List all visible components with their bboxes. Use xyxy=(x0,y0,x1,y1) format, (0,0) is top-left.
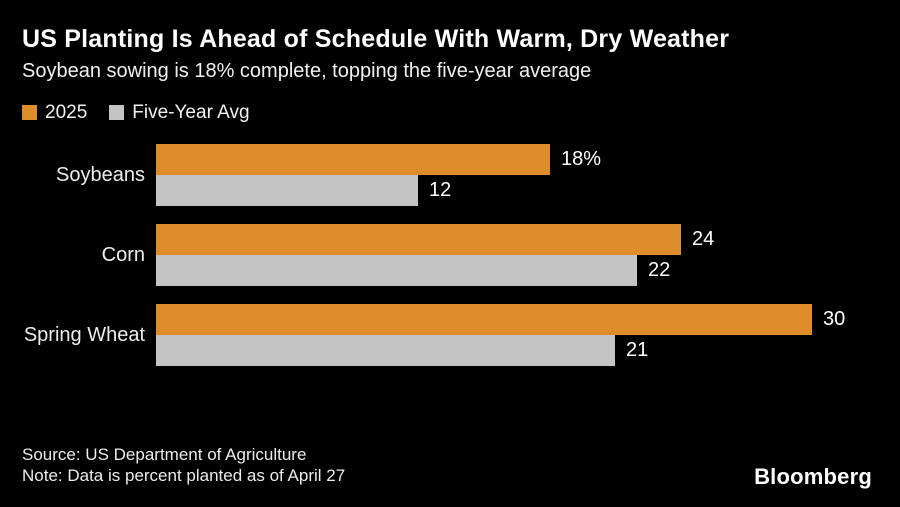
bar-five-year-avg xyxy=(156,335,615,366)
legend-swatch-icon xyxy=(22,105,37,120)
value-label: 21 xyxy=(626,339,649,361)
category-label: Corn xyxy=(101,243,145,266)
chart-legend: 2025 Five-Year Avg xyxy=(22,103,250,122)
chart-header: US Planting Is Ahead of Schedule With Wa… xyxy=(22,24,878,83)
bar-row: 24 xyxy=(156,224,900,255)
value-label: 12 xyxy=(429,179,452,201)
bar-rows: 24 22 xyxy=(156,224,900,286)
value-label: 30 xyxy=(823,308,846,330)
bar-group-corn: Corn 24 22 xyxy=(0,224,900,286)
chart-title: US Planting Is Ahead of Schedule With Wa… xyxy=(22,25,730,53)
bar-2025 xyxy=(156,224,681,255)
bloomberg-logo: Bloomberg xyxy=(754,464,872,489)
source-line: Source: US Department of Agriculture xyxy=(22,445,307,464)
bar-row: 18% xyxy=(156,144,900,175)
bar-five-year-avg xyxy=(156,255,637,286)
legend-item-1: Five-Year Avg xyxy=(109,102,250,123)
legend-item-0: 2025 xyxy=(22,103,87,122)
bar-group-soybeans: Soybeans 18% 12 xyxy=(0,144,900,206)
bar-five-year-avg xyxy=(156,175,418,206)
value-label: 22 xyxy=(648,259,671,281)
category-label: Soybeans xyxy=(56,163,145,186)
bar-group-spring-wheat: Spring Wheat 30 21 xyxy=(0,304,900,366)
chart-subtitle: Soybean sowing is 18% complete, topping … xyxy=(22,60,592,82)
chart-footer: Source: US Department of Agriculture Not… xyxy=(22,444,345,486)
bar-row: 12 xyxy=(156,175,900,206)
bar-chart: Soybeans 18% 12 Corn 24 22 Spring Wheat 30 21 xyxy=(0,144,900,366)
value-label: 24 xyxy=(692,228,715,250)
legend-label: 2025 xyxy=(45,102,88,123)
category-label: Spring Wheat xyxy=(23,323,145,346)
note-line: Note: Data is percent planted as of Apri… xyxy=(22,466,346,485)
legend-swatch-icon xyxy=(109,105,125,120)
bar-row: 30 xyxy=(156,304,900,335)
bar-rows: 18% 12 xyxy=(156,144,900,206)
bar-2025 xyxy=(156,304,812,335)
bar-row: 21 xyxy=(156,335,900,366)
bar-2025 xyxy=(156,144,550,175)
legend-label: Five-Year Avg xyxy=(132,102,250,123)
bar-rows: 30 21 xyxy=(156,304,900,366)
bar-row: 22 xyxy=(156,255,900,286)
value-label: 18% xyxy=(561,148,602,170)
